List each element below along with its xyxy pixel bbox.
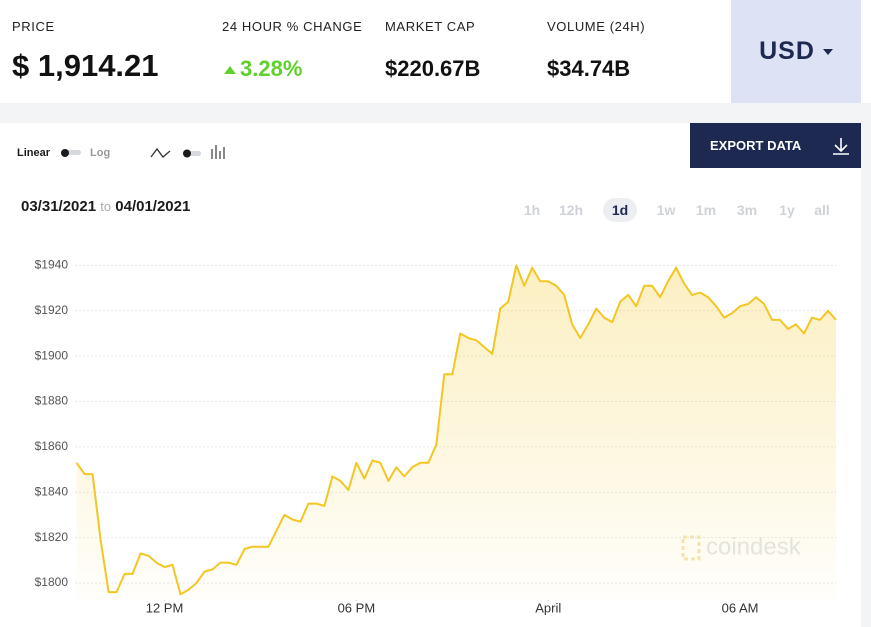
stat-label: MARKET CAP [385,19,476,34]
stat-label: 24 HOUR % CHANGE [222,19,363,34]
range-button[interactable]: 1w [656,202,676,218]
date-range: 03/31/2021 to 04/01/2021 [21,198,190,215]
scale-log[interactable]: Log [90,147,111,159]
y-tick-label: $1900 [35,348,69,362]
range-button[interactable]: 1h [523,202,541,218]
price-line [75,264,837,596]
range-button[interactable]: 12h [558,202,584,218]
range-button[interactable]: 3m [736,202,758,218]
y-tick-label: $1840 [35,484,69,498]
caret [822,48,833,55]
chart-type-toggle[interactable] [150,143,230,163]
price-value: $ 1,914.21 [12,48,159,83]
x-tick-label: 12 PM [146,600,184,615]
x-tick-label: April [535,600,561,615]
stat-label: PRICE [12,19,55,34]
range-button[interactable]: all [814,202,830,218]
scale-toggle[interactable] [61,148,81,157]
date-to: 04/01/2021 [115,198,191,215]
stat-label: VOLUME (24H) [547,19,646,34]
y-tick-label: $1800 [35,575,69,589]
y-tick-label: $1920 [35,303,69,317]
range-button[interactable]: 1y [779,202,795,218]
y-tick-label: $1820 [35,530,69,544]
range-button[interactable]: 1d [603,198,637,222]
export-button[interactable]: EXPORT DATA [690,123,861,168]
area-fill [76,265,836,600]
stats-bar: PRICE $ 1,914.21 24 HOUR % CHANGE 3.28% … [0,0,871,103]
scale-linear[interactable]: Linear [17,147,51,159]
range-button[interactable]: 1m [695,202,717,218]
volume-value: $34.74B [547,56,631,81]
up-arrow [224,66,236,74]
x-tick-label: 06 AM [722,600,759,615]
x-tick-label: 06 PM [338,600,376,615]
change-value: 3.28% [240,56,303,81]
currency: USD [759,37,815,65]
y-tick-label: $1940 [35,258,69,272]
export-label: EXPORT DATA [710,138,802,153]
currency-select[interactable]: USD [731,0,861,103]
market-cap-value: $220.67B [385,56,481,81]
date-sep: to [100,199,112,214]
y-tick-label: $1860 [35,439,69,453]
download-icon [833,137,850,155]
y-tick-label: $1880 [35,394,69,408]
date-from: 03/31/2021 [21,198,97,215]
